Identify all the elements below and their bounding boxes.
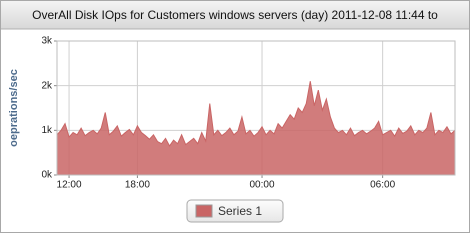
y-tick-label: 0k (41, 170, 53, 181)
title-bar (1, 1, 469, 29)
y-tick-label: 3k (41, 36, 53, 47)
legend-label: Series 1 (218, 204, 262, 218)
plot-frame (56, 40, 456, 176)
page: OverAll Disk IOps for Customers windows … (0, 0, 470, 233)
area (56, 81, 456, 176)
x-tick-label: 18:00 (125, 180, 150, 191)
x-tick-label: 12:00 (57, 180, 82, 191)
x-tick-label: 00:00 (250, 180, 275, 191)
chart-title: OverAll Disk IOps for Customers windows … (32, 8, 438, 22)
y-axis-title: oeprations/sec (8, 69, 20, 147)
y-tick-label: 1k (41, 125, 53, 136)
chart: OverAll Disk IOps for Customers windows … (0, 0, 470, 233)
y-tick-label: 2k (41, 80, 53, 91)
legend: Series 1 (186, 199, 284, 223)
plot-area: 0k 1k 2k 3k 12:00 18:00 00:00 06:00 (41, 36, 456, 191)
x-tick-label: 06:00 (370, 180, 395, 191)
legend-swatch (195, 204, 213, 218)
